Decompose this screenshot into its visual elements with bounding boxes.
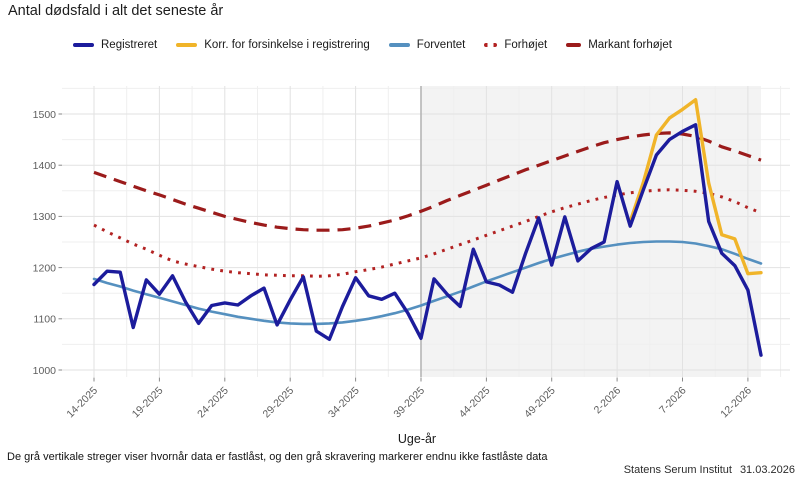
chart-title: Antal dødsfald i alt det seneste år (8, 3, 224, 19)
legend-label: Korr. for forsinkelse i registrering (204, 39, 370, 51)
legend-item-markant-forhojet: Markant forhøjet (566, 39, 672, 51)
x-tick-label: 14-2025 (64, 385, 100, 421)
y-tick-label: 1100 (33, 314, 56, 326)
footnote: De grå vertikale streger viser hvornår d… (7, 451, 548, 463)
unlocked-data-shading (421, 86, 761, 377)
y-tick-label: 1400 (33, 160, 57, 172)
source-name: Statens Serum Institut (623, 464, 732, 476)
legend-item-korrigeret: Korr. for forsinkelse i registrering (176, 39, 370, 51)
x-tick-label: 24-2025 (195, 385, 231, 421)
forventet-line-swatch (388, 43, 410, 47)
series-korrigeret (628, 97, 763, 276)
legend-item-forventet: Forventet (388, 39, 466, 51)
series-markant-forhojet (93, 131, 762, 232)
y-tick-label: 1300 (33, 211, 57, 223)
x-tick-label: 34-2025 (326, 385, 362, 421)
forhojet-dotted-swatch (484, 43, 498, 47)
registreret-line-swatch (73, 43, 94, 47)
x-tick-label: 2-2026 (592, 385, 624, 417)
series-forhojet (93, 188, 762, 278)
x-tick-label: 12-2026 (718, 385, 754, 421)
legend-label: Forhøjet (504, 39, 548, 51)
source-date: 31.03.2026 (739, 464, 795, 476)
legend-label: Registreret (101, 39, 158, 51)
y-tick-label: 1500 (33, 109, 57, 121)
x-axis-title: Uge-år (397, 432, 437, 446)
x-tick-label: 39-2025 (391, 385, 427, 421)
x-tick-label: 29-2025 (261, 385, 297, 421)
x-tick-label: 44-2025 (457, 385, 493, 421)
legend: Registreret Korr. for forsinkelse i regi… (73, 36, 672, 54)
x-tick-label: 19-2025 (130, 385, 166, 421)
legend-item-forhojet: Forhøjet (484, 39, 547, 51)
source-line: Statens Serum Institut 31.03.2026 (624, 464, 795, 476)
line-chart-canvas: 1000 1100 1200 1300 1400 1500 14-2025 19-2025 24… (33, 86, 790, 421)
x-tick-label: 7-2026 (657, 385, 689, 417)
markant-forhojet-dashed-swatch (566, 43, 582, 47)
korrigeret-line-swatch (176, 43, 198, 47)
legend-label: Markant forhøjet (588, 39, 672, 51)
legend-item-registreret: Registreret (73, 39, 157, 51)
y-tick-label: 1000 (33, 365, 57, 377)
y-tick-label: 1200 (33, 262, 57, 274)
series-registreret (92, 123, 763, 357)
x-tick-label: 49-2025 (522, 385, 558, 421)
legend-label: Forventet (416, 39, 466, 51)
